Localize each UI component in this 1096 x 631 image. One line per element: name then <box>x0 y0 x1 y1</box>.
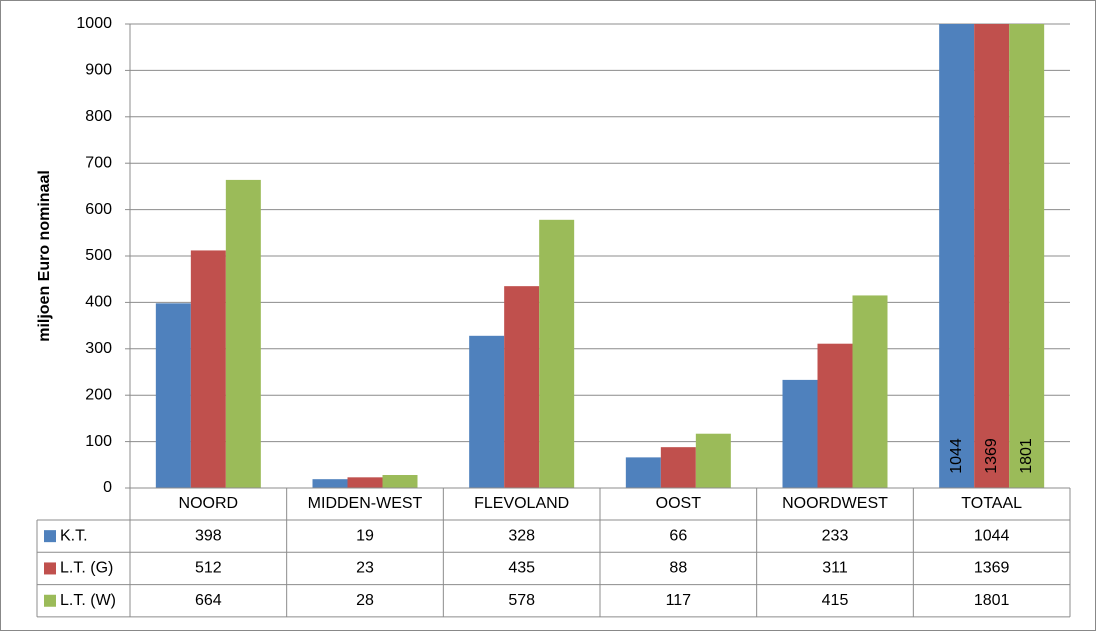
bar <box>347 477 383 488</box>
x-tick-label: MIDDEN-WEST <box>308 495 423 512</box>
y-tick-label: 200 <box>85 386 112 403</box>
bar <box>974 24 1010 488</box>
y-tick-label: 700 <box>85 154 112 171</box>
x-tick-label: TOTAAL <box>961 495 1022 512</box>
table-cell: 664 <box>195 592 222 609</box>
legend-key <box>44 594 56 607</box>
y-tick-label: 0 <box>103 479 112 496</box>
y-tick-label: 400 <box>85 294 112 311</box>
y-tick-label: 600 <box>85 201 112 218</box>
legend-label: L.T. (G) <box>60 560 113 577</box>
x-tick-label: NOORDWEST <box>782 495 888 512</box>
bar <box>817 343 853 488</box>
y-tick-label: 1000 <box>76 15 112 32</box>
plot-area <box>155 24 1045 488</box>
y-tick-label: 800 <box>85 108 112 125</box>
bar <box>539 219 575 488</box>
legend-label: L.T. (W) <box>60 592 116 609</box>
legend-key <box>44 530 56 543</box>
table-cell: 328 <box>508 527 535 544</box>
bar <box>504 286 540 488</box>
y-tick-label: 900 <box>85 62 112 79</box>
x-tick-label: FLEVOLAND <box>474 495 569 512</box>
table-cell: 512 <box>195 560 222 577</box>
table-cell: 1801 <box>974 592 1010 609</box>
y-tick-label: 500 <box>85 247 112 264</box>
bar <box>225 179 261 488</box>
bar <box>312 479 348 488</box>
bar <box>695 433 731 488</box>
table-cell: 19 <box>356 527 374 544</box>
table-cell: 28 <box>356 592 374 609</box>
x-tick-label: OOST <box>656 495 702 512</box>
bar <box>155 303 191 488</box>
data-label: 1369 <box>983 438 1000 474</box>
bar <box>469 335 505 488</box>
table-cell: 415 <box>822 592 849 609</box>
x-tick-label: NOORD <box>179 495 239 512</box>
y-axis-label: miljoen Euro nominaal <box>36 170 53 342</box>
table-cell: 233 <box>822 527 849 544</box>
bar <box>190 250 226 488</box>
legend-label: K.T. <box>60 527 88 544</box>
y-tick-label: 100 <box>85 433 112 450</box>
bar <box>852 295 888 488</box>
bar <box>939 24 975 488</box>
table-cell: 311 <box>822 560 848 577</box>
data-label: 1044 <box>948 438 965 474</box>
bar <box>625 457 661 488</box>
bar <box>1009 24 1045 488</box>
table-cell: 398 <box>195 527 222 544</box>
table-cell: 88 <box>669 560 687 577</box>
legend-key <box>44 562 56 575</box>
bar <box>382 475 418 488</box>
data-label: 1801 <box>1018 438 1035 474</box>
table-cell: 1044 <box>974 527 1010 544</box>
table-cell: 23 <box>356 560 374 577</box>
table-cell: 66 <box>669 527 687 544</box>
bar <box>782 379 818 488</box>
table-cell: 435 <box>508 560 535 577</box>
table-cell: 1369 <box>974 560 1010 577</box>
y-tick-label: 300 <box>85 340 112 357</box>
bar <box>660 447 696 488</box>
table-cell: 578 <box>508 592 535 609</box>
table-cell: 117 <box>666 592 692 609</box>
